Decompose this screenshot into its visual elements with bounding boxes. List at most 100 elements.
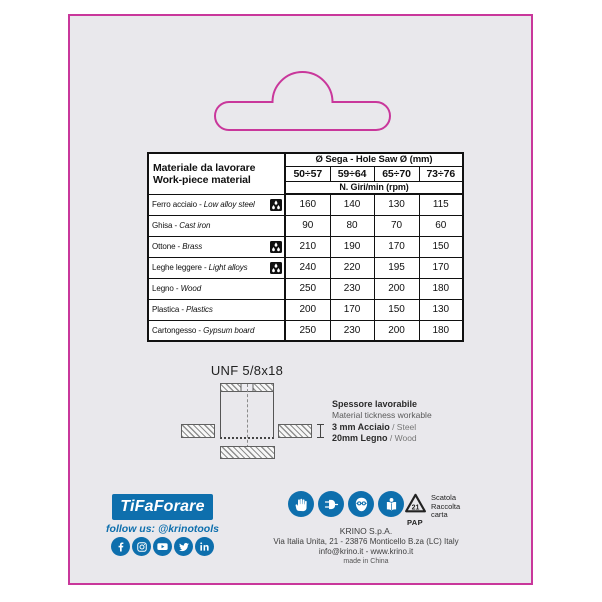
- rpm-cell: 170: [418, 256, 464, 279]
- material-cell: Legno - Wood: [147, 277, 286, 300]
- recycle-material-code: PAP: [406, 518, 424, 527]
- speed-table-body: Ferro acciaio - Low alloy steel 160 140 130…: [147, 193, 464, 342]
- company-contacts: info@krino.it - www.krino.it: [318, 547, 414, 556]
- rpm-cell: 130: [418, 298, 464, 321]
- material-name-en: Low alloy steel: [203, 200, 255, 209]
- material-name-it: Ghisa: [152, 221, 173, 230]
- rpm-cell: 80: [329, 214, 375, 237]
- table-row: Plastica - Plastics 200 170 150 130: [147, 298, 464, 321]
- material-name-en: Plastics: [186, 305, 213, 314]
- rpm-cell: 90: [284, 214, 331, 237]
- diameter-group-header: Ø Sega - Hole Saw Ø (mm): [284, 152, 464, 167]
- rpm-cell: 230: [329, 277, 375, 300]
- rpm-cell: 250: [284, 277, 331, 300]
- diameter-range: 50÷57: [284, 165, 331, 182]
- workpiece-right: [278, 424, 312, 438]
- safety-icons-row: [288, 491, 404, 517]
- rpm-cell: 230: [329, 319, 375, 342]
- material-name-it: Cartongesso: [152, 325, 197, 335]
- rpm-cell: 250: [284, 319, 331, 342]
- rpm-cell: 140: [329, 193, 375, 216]
- youtube-icon: [153, 537, 172, 556]
- material-name-en: Cast iron: [179, 221, 211, 230]
- linkedin-icon: [195, 537, 214, 556]
- rpm-cell: 115: [418, 193, 464, 216]
- rpm-cell: 150: [418, 235, 464, 258]
- cutting-speed-table: Materiale da lavorare Work-piece materia…: [147, 152, 464, 342]
- lubricant-icon: [270, 261, 282, 274]
- instagram-icon: [132, 537, 151, 556]
- table-row: Ferro acciaio - Low alloy steel 160 140 130…: [147, 193, 464, 216]
- company-street: Via Italia Unita, 21 - 23876 Monticello …: [273, 537, 459, 546]
- material-name-en: Brass: [182, 242, 203, 251]
- rpm-cell: 200: [284, 298, 331, 321]
- rpm-cell: 190: [329, 235, 375, 258]
- rpm-cell: 180: [418, 319, 464, 342]
- centerline: [247, 384, 248, 458]
- material-name-en: Light alloys: [208, 263, 248, 272]
- table-row: Leghe leggere - Light alloys 240 220 195 170: [147, 256, 464, 279]
- package-back-panel: Materiale da lavorare Work-piece materia…: [68, 14, 533, 585]
- social-icons-row: [111, 537, 214, 556]
- disconnect-plug-icon: [318, 491, 344, 517]
- recycle-code: 21: [411, 504, 419, 511]
- spec-title-en: Material tickness workable: [332, 409, 432, 420]
- follow-us-text: follow us: @krinotools: [106, 523, 219, 535]
- rpm-cell: 220: [329, 256, 375, 279]
- recycling-text: Scatola Raccolta carta: [431, 493, 461, 519]
- table-row: Ottone - Brass 210 190 170 150: [147, 235, 464, 258]
- thickness-spec: Spessore lavorabile Material tickness wo…: [332, 399, 512, 443]
- rpm-cell: 200: [373, 319, 420, 342]
- thickness-dimension-mark: [317, 424, 324, 438]
- material-cell: Ghisa - Cast iron: [147, 214, 286, 237]
- brand-logo: TiFaForare: [112, 494, 213, 520]
- material-name-it: Plastica: [152, 305, 180, 314]
- wear-eye-protection-icon: [348, 491, 374, 517]
- thread-size-label: UNF 5/8x18: [210, 363, 284, 378]
- material-name-en: Wood: [180, 284, 202, 293]
- rpm-cell: 160: [284, 193, 331, 216]
- material-cell: Ottone - Brass: [147, 235, 286, 258]
- read-instructions-icon: [378, 491, 404, 517]
- rpm-cell: 200: [373, 277, 420, 300]
- rpm-cell: 195: [373, 256, 420, 279]
- material-name-it: Legno: [152, 284, 174, 293]
- diameter-range: 73÷76: [418, 165, 464, 182]
- company-address-block: KRINO S.p.A. Via Italia Unita, 21 - 2387…: [228, 526, 504, 565]
- twitter-icon: [174, 537, 193, 556]
- rpm-cell: 240: [284, 256, 331, 279]
- material-header-en: Work-piece material: [153, 173, 251, 186]
- material-name-en: Gypsum board: [203, 325, 255, 335]
- material-cell: Ferro acciaio - Low alloy steel: [147, 193, 286, 216]
- table-row: Ghisa - Cast iron 90 80 70 60: [147, 214, 464, 237]
- rpm-cell: 210: [284, 235, 331, 258]
- workpiece-left: [181, 424, 215, 438]
- material-name-it: Ottone: [152, 242, 176, 251]
- material-column-header: Materiale da lavorare Work-piece materia…: [147, 152, 286, 195]
- rpm-cell: 170: [329, 298, 375, 321]
- rpm-cell: 150: [373, 298, 420, 321]
- spec-steel: 3 mm Acciaio / Steel: [332, 422, 417, 432]
- diameter-range: 65÷70: [373, 165, 420, 182]
- material-name-it: Leghe leggere: [152, 263, 202, 272]
- recycle-triangle-icon: 21: [404, 493, 426, 513]
- company-name: KRINO S.p.A.: [339, 526, 393, 536]
- material-cell: Leghe leggere - Light alloys: [147, 256, 286, 279]
- made-in-label: made in China: [343, 558, 389, 565]
- spec-title-it: Spessore lavorabile: [332, 399, 418, 409]
- euro-hanger-slot: [214, 71, 391, 131]
- material-header-it: Materiale da lavorare: [153, 161, 256, 174]
- table-row: Legno - Wood 250 230 200 180: [147, 277, 464, 300]
- recycling-symbol: 21 PAP: [402, 492, 428, 527]
- material-cell: Plastica - Plastics: [147, 298, 286, 321]
- wear-gloves-icon: [288, 491, 314, 517]
- lubricant-icon: [270, 240, 282, 253]
- material-cell: Cartongesso - Gypsum board: [147, 319, 286, 342]
- lubricant-icon: [270, 198, 282, 211]
- facebook-icon: [111, 537, 130, 556]
- material-name-it: Ferro acciaio: [152, 200, 197, 209]
- rpm-cell: 70: [373, 214, 420, 237]
- workpiece-bottom: [220, 446, 275, 459]
- spec-wood: 20mm Legno / Wood: [332, 432, 417, 443]
- diameter-range: 59÷64: [329, 165, 375, 182]
